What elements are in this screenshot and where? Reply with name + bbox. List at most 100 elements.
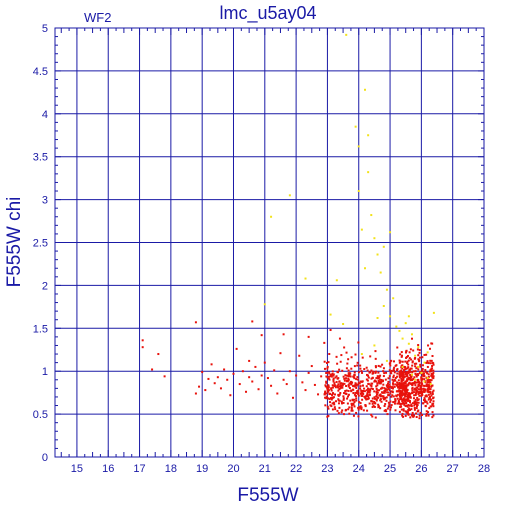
- data-point: [359, 387, 362, 390]
- data-point: [345, 33, 348, 36]
- data-point: [368, 394, 371, 397]
- data-point: [425, 400, 428, 403]
- data-point: [329, 375, 332, 378]
- data-point: [409, 396, 412, 399]
- data-point: [346, 397, 349, 400]
- data-point: [408, 394, 411, 397]
- data-point: [416, 396, 419, 399]
- data-point: [340, 402, 343, 405]
- data-point: [379, 394, 382, 397]
- data-point: [328, 401, 331, 404]
- data-point: [425, 383, 428, 386]
- x-tick-label: 25: [384, 463, 396, 475]
- data-point: [410, 373, 413, 376]
- data-point: [369, 371, 372, 374]
- data-point: [354, 391, 357, 394]
- data-point: [406, 391, 409, 394]
- data-point: [325, 381, 328, 384]
- data-point: [408, 368, 411, 371]
- data-point: [426, 351, 429, 354]
- data-point: [251, 380, 254, 383]
- data-point: [375, 385, 378, 388]
- data-point: [402, 369, 405, 372]
- data-point: [425, 385, 428, 388]
- data-point: [360, 389, 363, 392]
- data-point: [361, 371, 364, 374]
- data-point: [422, 402, 425, 405]
- x-tick-label: 26: [415, 463, 427, 475]
- data-point: [270, 215, 273, 218]
- data-point: [373, 237, 376, 240]
- data-point: [389, 392, 392, 395]
- data-point: [354, 353, 357, 356]
- data-point: [357, 394, 360, 397]
- data-point: [327, 386, 330, 389]
- data-point: [332, 380, 335, 383]
- data-point: [390, 369, 393, 372]
- data-point: [317, 393, 320, 396]
- data-point: [328, 372, 331, 375]
- data-point: [350, 409, 353, 412]
- data-point: [404, 360, 407, 363]
- data-point: [347, 408, 350, 411]
- data-point: [396, 375, 399, 378]
- x-tick-label: 21: [259, 463, 271, 475]
- data-point: [384, 388, 387, 391]
- data-point: [393, 385, 396, 388]
- data-point: [328, 398, 331, 401]
- data-point: [355, 391, 358, 394]
- data-point: [423, 372, 426, 375]
- data-point: [396, 393, 399, 396]
- data-point: [260, 374, 263, 377]
- data-point: [326, 361, 329, 364]
- data-point: [373, 400, 376, 403]
- data-point: [360, 391, 363, 394]
- data-point: [376, 382, 379, 385]
- data-point: [342, 395, 345, 398]
- data-point: [342, 397, 345, 400]
- data-point: [342, 375, 345, 378]
- data-point: [333, 385, 336, 388]
- data-point: [327, 375, 330, 378]
- data-point: [344, 377, 347, 380]
- data-point: [374, 366, 377, 369]
- data-point: [327, 384, 330, 387]
- data-point: [429, 401, 432, 404]
- data-point: [426, 365, 429, 368]
- data-point: [350, 367, 353, 370]
- data-point: [346, 362, 349, 365]
- data-point: [345, 367, 348, 370]
- data-point: [352, 392, 355, 395]
- data-point: [356, 390, 359, 393]
- data-point: [406, 362, 409, 365]
- data-point: [345, 351, 348, 354]
- data-point: [360, 353, 363, 356]
- data-point: [238, 383, 241, 386]
- data-point: [386, 407, 389, 410]
- data-point: [370, 377, 373, 380]
- data-point: [421, 413, 424, 416]
- data-point: [325, 392, 328, 395]
- data-point: [415, 367, 418, 370]
- data-point: [327, 377, 330, 380]
- data-point: [373, 405, 376, 408]
- data-point: [304, 389, 307, 392]
- data-point: [357, 190, 360, 193]
- data-point: [424, 405, 427, 408]
- data-point: [342, 398, 345, 401]
- data-point: [348, 382, 351, 385]
- data-point: [432, 369, 435, 372]
- y-tick-label: 0: [42, 452, 48, 464]
- data-point: [431, 373, 434, 376]
- data-point: [402, 373, 405, 376]
- data-point: [415, 403, 418, 406]
- data-point: [359, 405, 362, 408]
- data-point: [344, 390, 347, 393]
- data-point: [432, 389, 435, 392]
- data-point: [398, 410, 401, 413]
- data-point: [432, 405, 435, 408]
- data-point: [418, 417, 421, 420]
- data-point: [388, 388, 391, 391]
- data-point: [353, 365, 356, 368]
- data-point: [430, 359, 433, 362]
